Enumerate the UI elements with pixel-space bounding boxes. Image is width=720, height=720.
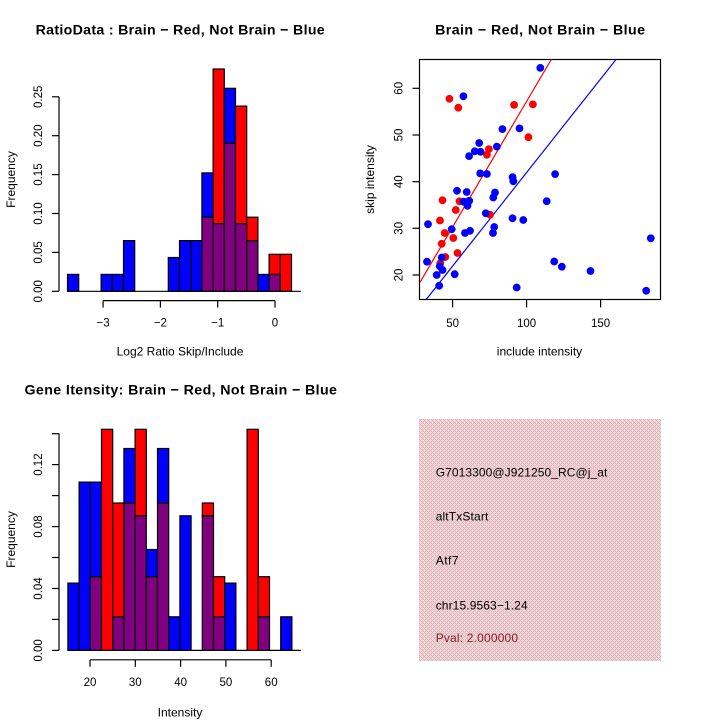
- svg-text:0.12: 0.12: [33, 453, 45, 475]
- svg-text:40: 40: [394, 175, 406, 188]
- svg-text:50: 50: [220, 677, 233, 689]
- svg-text:0.10: 0.10: [33, 202, 45, 224]
- svg-text:30: 30: [129, 677, 142, 689]
- svg-text:150: 150: [591, 318, 610, 330]
- svg-text:Pval: 2.000000: Pval: 2.000000: [436, 631, 519, 645]
- svg-text:skip intensity: skip intensity: [363, 145, 377, 214]
- svg-text:chr15.9563−1.24: chr15.9563−1.24: [436, 599, 528, 613]
- svg-text:50: 50: [446, 318, 459, 330]
- svg-text:0.15: 0.15: [33, 163, 45, 185]
- svg-text:Frequency: Frequency: [4, 151, 18, 208]
- svg-text:−1: −1: [211, 318, 224, 330]
- svg-text:Frequency: Frequency: [4, 511, 18, 568]
- svg-text:0.05: 0.05: [33, 241, 45, 263]
- svg-text:RatioData : Brain − Red, Not B: RatioData : Brain − Red, Not Brain − Blu…: [36, 23, 325, 39]
- svg-text:Gene Itensity: Brain − Red, No: Gene Itensity: Brain − Red, Not Brain − …: [24, 383, 337, 399]
- svg-text:40: 40: [174, 677, 187, 689]
- svg-text:0.08: 0.08: [33, 515, 45, 537]
- svg-text:60: 60: [265, 677, 278, 689]
- svg-text:0.25: 0.25: [33, 86, 45, 108]
- svg-text:Intensity: Intensity: [158, 705, 203, 719]
- svg-text:−3: −3: [97, 318, 110, 330]
- svg-text:Atf7: Atf7: [436, 554, 459, 568]
- svg-text:−2: −2: [154, 318, 167, 330]
- svg-text:0.04: 0.04: [33, 577, 45, 600]
- svg-text:G7013300@J921250_RC@j_at: G7013300@J921250_RC@j_at: [436, 466, 608, 480]
- svg-text:Log2 Ratio Skip/Include: Log2 Ratio Skip/Include: [117, 345, 244, 359]
- svg-text:0.20: 0.20: [33, 125, 45, 147]
- svg-text:20: 20: [394, 269, 406, 282]
- svg-text:50: 50: [394, 129, 406, 142]
- svg-text:0: 0: [272, 318, 278, 330]
- svg-text:20: 20: [84, 677, 97, 689]
- svg-text:Brain − Red, Not Brain − Blue: Brain − Red, Not Brain − Blue: [435, 23, 645, 39]
- svg-text:60: 60: [394, 82, 406, 95]
- svg-text:0.00: 0.00: [33, 280, 45, 302]
- svg-text:altTxStart: altTxStart: [436, 510, 489, 524]
- svg-text:0.00: 0.00: [33, 639, 45, 661]
- svg-text:30: 30: [394, 222, 406, 235]
- svg-text:100: 100: [517, 318, 536, 330]
- svg-text:include intensity: include intensity: [497, 345, 582, 359]
